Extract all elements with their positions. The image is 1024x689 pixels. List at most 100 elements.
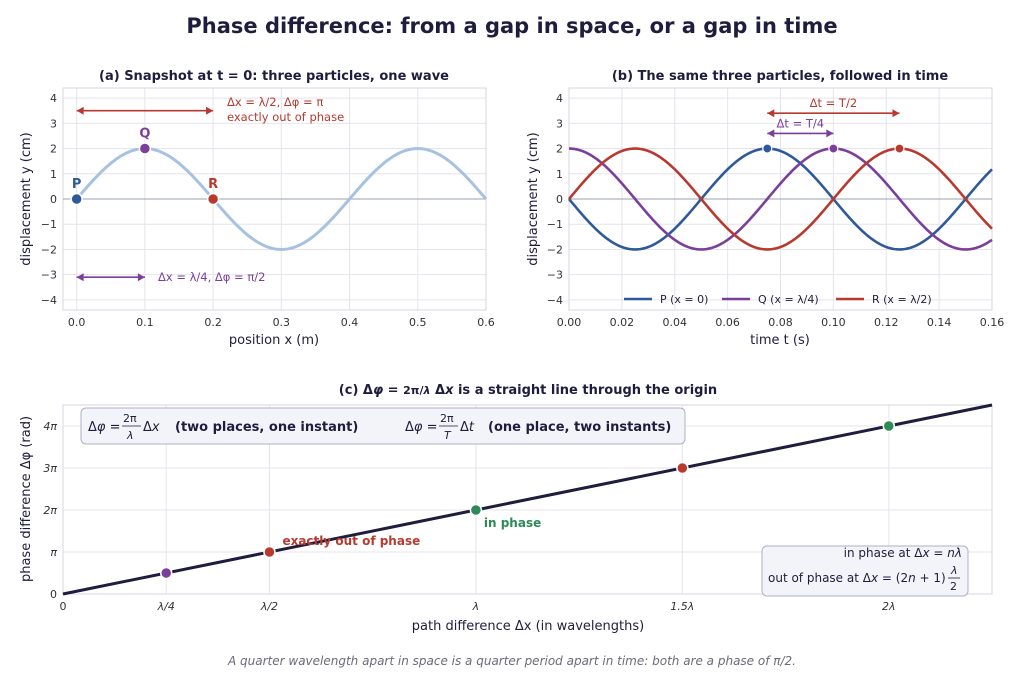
y-tick-label: 2	[556, 143, 563, 156]
out-of-phase-condition: out of phase at Δx = (2n + 1)	[768, 571, 946, 585]
x-tick-label: 1.5λ	[670, 600, 694, 613]
y-tick-label: 3	[556, 117, 563, 130]
panel-a: (a) Snapshot at t = 0: three particles, …	[19, 69, 495, 348]
panel-b-y-axis-label: displacement y (cm)	[526, 132, 541, 266]
in-phase-condition: in phase at Δx = nλ	[844, 546, 962, 560]
series-R	[568, 147, 993, 251]
quarter-period-arrow	[767, 129, 834, 138]
half-wavelength-arrow	[76, 106, 214, 115]
x-tick-label: 0.14	[927, 316, 952, 329]
peak-R	[894, 143, 905, 154]
phase-point	[159, 566, 173, 580]
page-title: Phase difference: from a gap in space, o…	[186, 14, 838, 38]
legend-label-P: P (x = 0)	[660, 293, 708, 306]
panel-b-marks: Δt = T/2 Δt = T/4	[568, 96, 993, 251]
x-tick-label: 0.08	[768, 316, 793, 329]
point-P	[70, 192, 83, 206]
y-tick-label: −1	[41, 218, 57, 231]
y-tick-label: 1	[50, 168, 57, 181]
y-tick-label: −3	[41, 269, 57, 282]
peak-P	[762, 143, 773, 154]
y-tick-label: −4	[547, 294, 563, 307]
panel-c: (c) Δφ = 2π/λ Δx is a straight line thro…	[19, 383, 993, 634]
x-tick-label: 0.06	[715, 316, 740, 329]
quarter-wavelength-arrow	[76, 273, 145, 282]
y-tick-label: 0	[50, 193, 57, 206]
formula-time: Δφ =	[405, 420, 438, 435]
panel-b: (b) The same three particles, followed i…	[526, 69, 1004, 348]
series-Q	[568, 147, 993, 251]
phase-point	[882, 419, 896, 433]
x-tick-label: 0.04	[663, 316, 688, 329]
y-tick-label: 4	[50, 92, 57, 105]
formula-time-numerator: 2π	[440, 412, 454, 425]
phase-point	[676, 461, 689, 475]
panel-a-y-axis-label: displacement y (cm)	[19, 132, 34, 266]
out-of-phase-label: exactly out of phase	[282, 534, 420, 548]
peak-Q	[828, 143, 839, 154]
x-tick-label: 0.02	[610, 316, 635, 329]
point-label-P: P	[72, 177, 82, 192]
out-of-phase-numerator: λ	[950, 564, 958, 577]
y-tick-label: 2	[50, 143, 57, 156]
formula-space-caption: (two places, one instant)	[175, 420, 358, 435]
y-tick-label: 1	[556, 168, 563, 181]
y-tick-label: −2	[41, 243, 57, 256]
y-tick-label: 2π	[43, 504, 57, 517]
quarter-wavelength-label: Δx = λ/4, Δφ = π/2	[158, 270, 265, 284]
y-tick-label: 3π	[43, 462, 57, 475]
legend-label-R: R (x = λ/2)	[872, 293, 932, 306]
formula-space: Δφ =	[88, 420, 121, 435]
x-tick-label: λ/4	[157, 600, 175, 613]
formula-box: Δφ = 2π λ Δx (two places, one instant) Δ…	[80, 407, 686, 445]
formula-time-denominator: T	[444, 429, 452, 442]
panel-c-marks: exactly out of phase in phase	[62, 403, 993, 596]
panel-a-x-axis-label: position x (m)	[229, 333, 319, 348]
half-wavelength-label: Δx = λ/2, Δφ = π	[227, 95, 323, 109]
formula-space-denominator: λ	[126, 429, 134, 442]
panel-b-ticks: 0.00 0.02 0.04 0.06 0.08 0.10 0.12 0.14 0.16 −4 −3…	[547, 92, 1004, 329]
point-label-R: R	[208, 177, 218, 192]
phase-condition-box: in phase at Δx = nλ out of phase at Δx =…	[761, 545, 969, 597]
x-tick-label: 0.10	[821, 316, 846, 329]
footnote: A quarter wavelength apart in space is a…	[228, 654, 796, 668]
panel-b-legend: P (x = 0) Q (x = λ/4) R (x = λ/2)	[624, 293, 932, 306]
y-tick-label: 3	[50, 117, 57, 130]
phase-point	[263, 545, 276, 559]
x-tick-label: 0.2	[204, 316, 222, 329]
panel-a-title: (a) Snapshot at t = 0: three particles, …	[99, 69, 449, 84]
phase-point	[469, 503, 483, 517]
x-tick-label: 0.0	[68, 316, 86, 329]
panel-b-x-axis-label: time t (s)	[750, 333, 810, 348]
point-Q	[138, 142, 152, 155]
quarter-period-label: Δt = T/4	[777, 116, 825, 130]
legend-label-Q: Q (x = λ/4)	[758, 293, 819, 306]
series-P	[568, 147, 993, 251]
y-tick-label: 0	[556, 193, 563, 206]
y-tick-label: 0	[50, 588, 57, 601]
formula-space-numerator: 2π	[123, 412, 137, 425]
x-tick-label: 0.5	[409, 316, 427, 329]
x-tick-label: 0.16	[980, 316, 1005, 329]
x-tick-label: 0.6	[477, 316, 495, 329]
point-R	[206, 192, 220, 206]
panel-a-ticks: 0.0 0.1 0.2 0.3 0.4 0.5 0.6 −4 −3 −2 −1 0 1 2 3 4	[41, 92, 495, 329]
x-tick-label: 0.12	[874, 316, 899, 329]
y-tick-label: −2	[547, 243, 563, 256]
y-tick-label: 4π	[43, 420, 57, 433]
formula-time-caption: (one place, two instants)	[488, 420, 671, 435]
x-tick-label: λ/2	[260, 600, 278, 613]
y-tick-label: −1	[547, 218, 563, 231]
half-period-label: Δt = T/2	[810, 96, 858, 110]
half-period-arrow	[767, 109, 900, 118]
panel-c-y-axis-label: phase difference Δφ (rad)	[19, 416, 34, 582]
phase-line	[62, 403, 993, 596]
x-tick-label: 0	[60, 600, 67, 613]
out-of-phase-denominator: 2	[950, 580, 957, 593]
x-tick-label: 2λ	[882, 600, 896, 613]
point-label-Q: Q	[139, 127, 150, 142]
formula-time-dt: Δt	[460, 420, 475, 435]
y-tick-label: −3	[547, 269, 563, 282]
